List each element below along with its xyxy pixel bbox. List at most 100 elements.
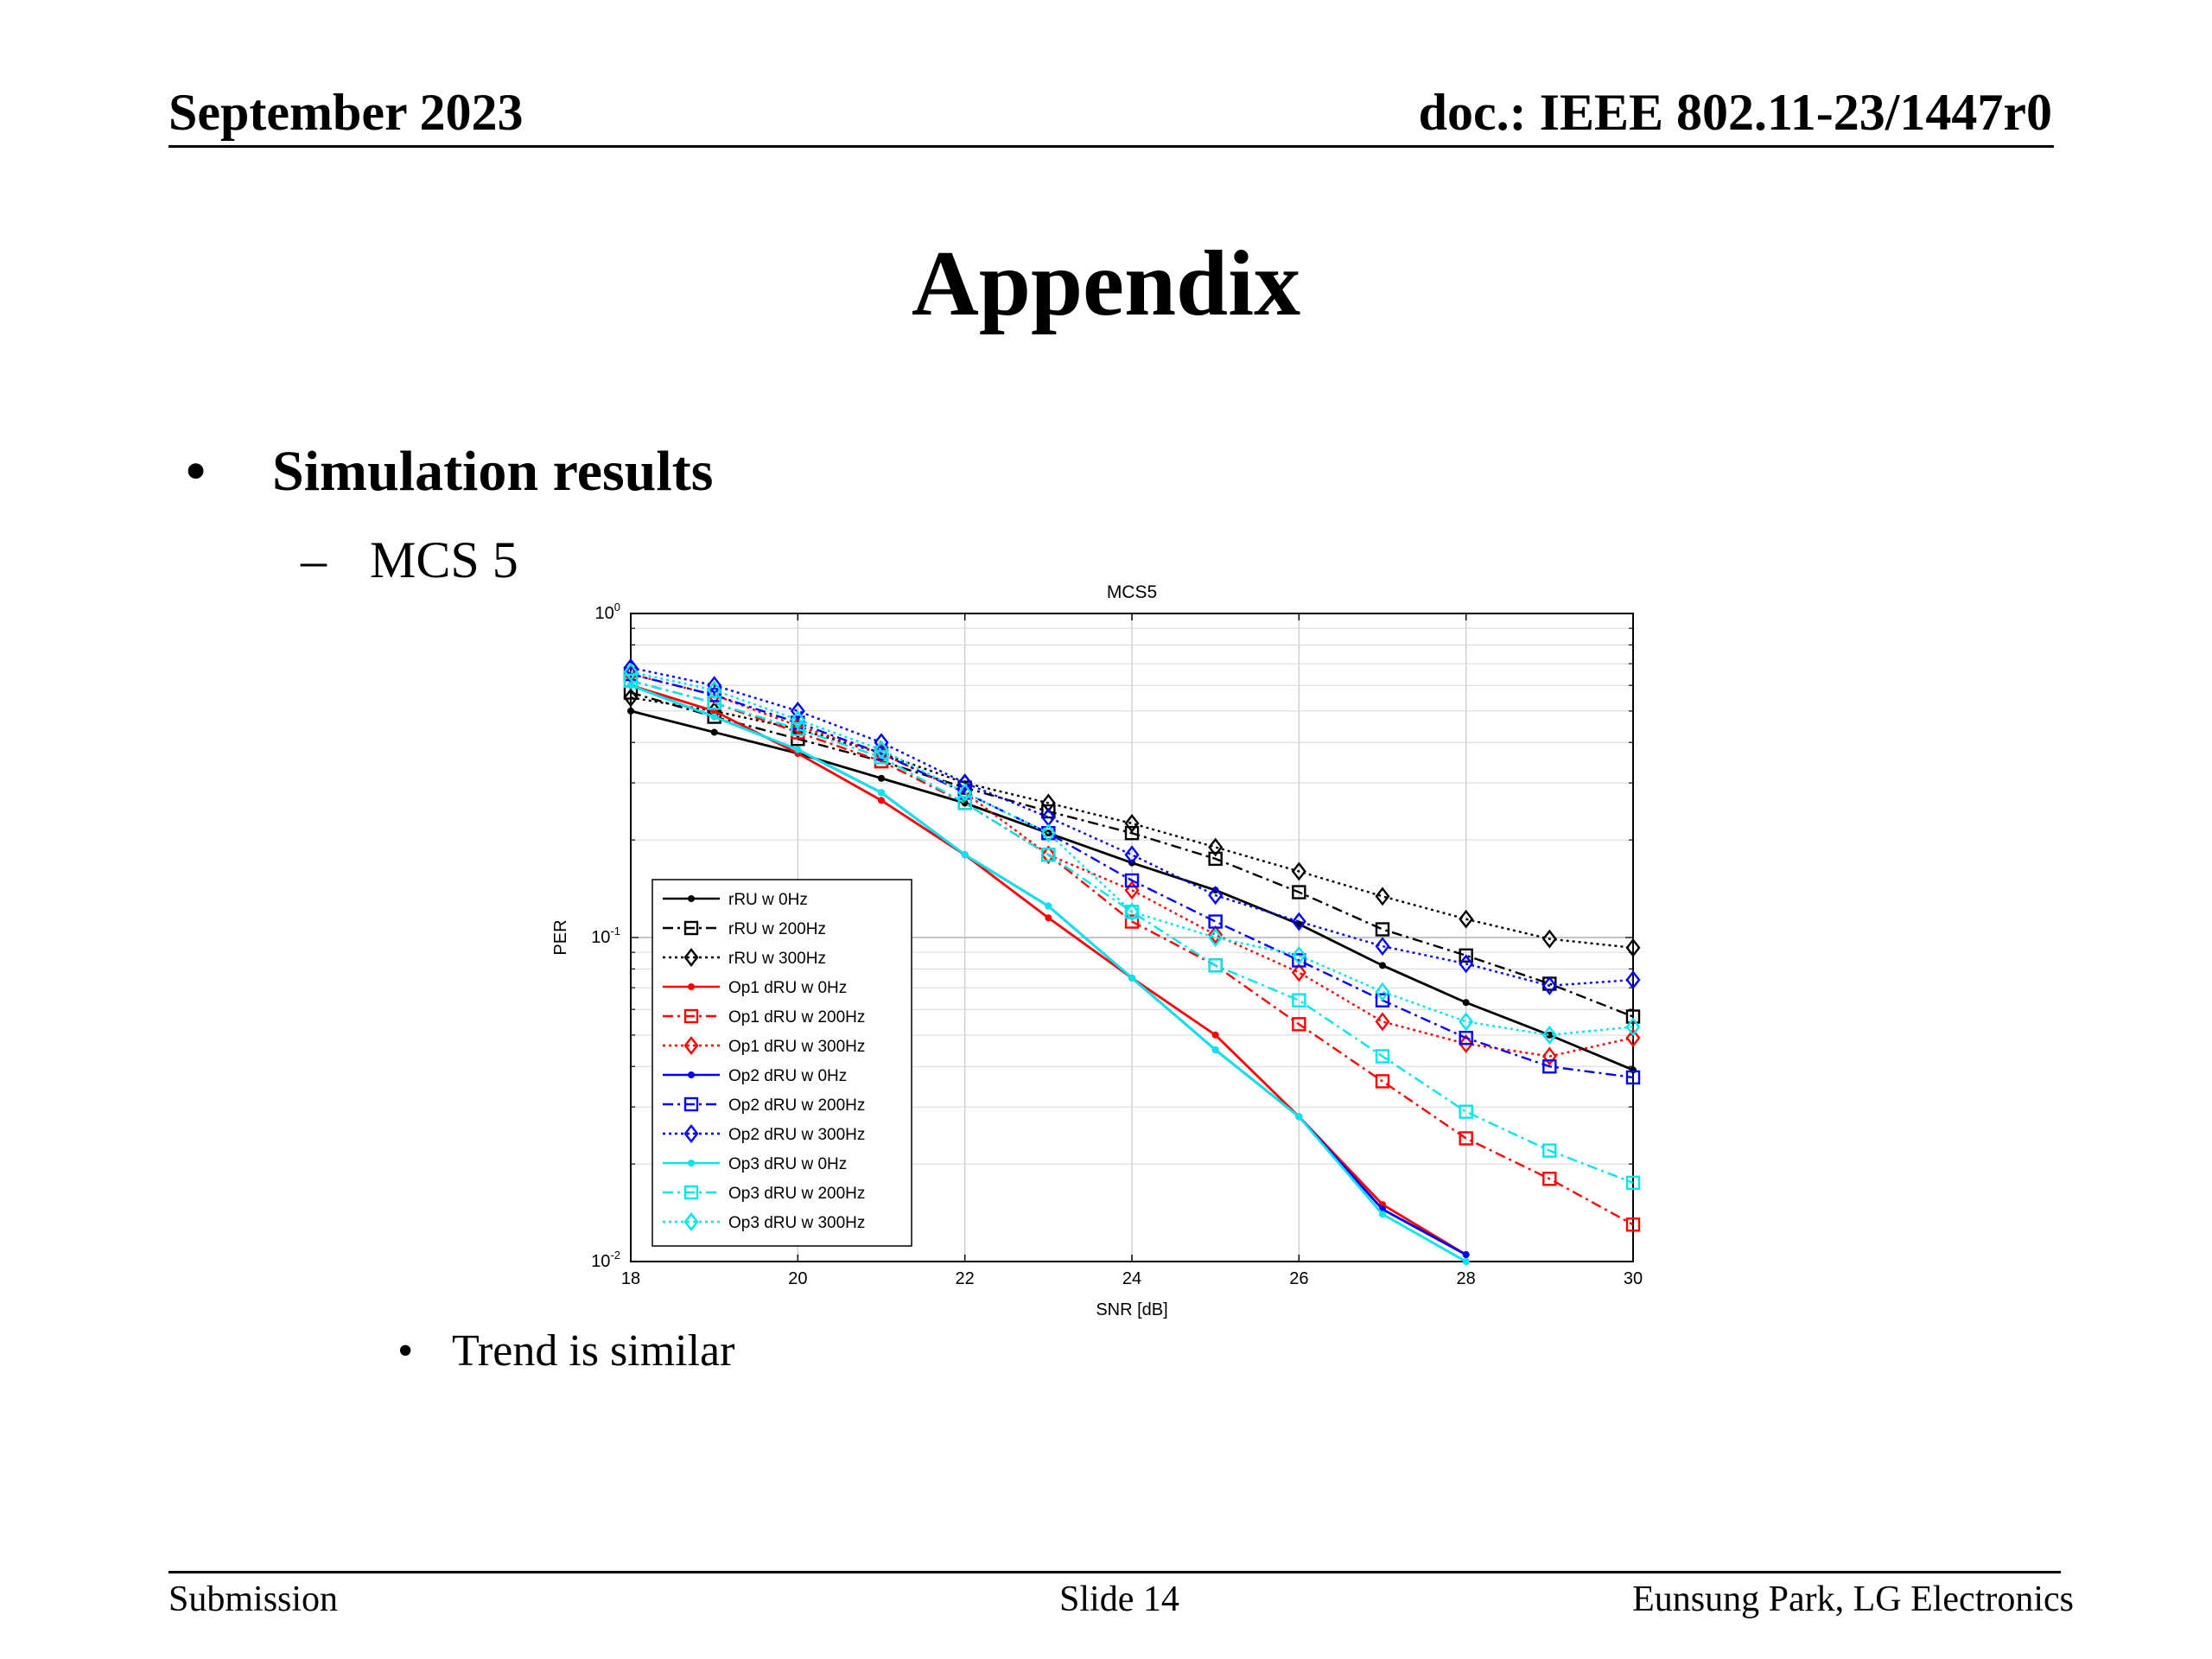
legend-label: rRU w 0Hz bbox=[728, 891, 808, 909]
data-point bbox=[1541, 929, 1557, 949]
data-point bbox=[1045, 914, 1052, 922]
data-point bbox=[878, 789, 885, 797]
data-point bbox=[1541, 1025, 1557, 1045]
data-point bbox=[1124, 825, 1140, 841]
data-point bbox=[1625, 1017, 1641, 1037]
data-point bbox=[1292, 1017, 1306, 1032]
x-tick-label: 26 bbox=[1289, 1269, 1308, 1288]
data-point bbox=[710, 713, 718, 721]
data-point bbox=[1459, 1034, 1474, 1053]
footer-author: Eunsung Park, LG Electronics bbox=[1632, 1580, 2074, 1619]
bullet-level1-text: Simulation results bbox=[272, 440, 714, 503]
data-point bbox=[1041, 804, 1056, 819]
data-point bbox=[1128, 974, 1135, 982]
y-tick-label: 100 bbox=[595, 601, 620, 623]
legend-marker bbox=[683, 1185, 699, 1200]
data-point bbox=[1459, 954, 1474, 974]
legend-marker bbox=[688, 983, 695, 990]
footer-rule bbox=[168, 1571, 2061, 1573]
data-point bbox=[1040, 823, 1056, 843]
x-tick-label: 24 bbox=[1122, 1269, 1141, 1288]
data-point bbox=[1208, 925, 1224, 944]
data-point bbox=[874, 740, 889, 760]
y-axis-label: PER bbox=[551, 919, 570, 955]
data-point bbox=[623, 673, 639, 689]
data-point bbox=[1208, 914, 1223, 929]
data-point bbox=[1208, 928, 1224, 947]
slide-title: Appendix bbox=[911, 232, 1301, 335]
footer-submission: Submission bbox=[168, 1580, 339, 1619]
data-point bbox=[957, 783, 973, 803]
y-tick-label: 10-1 bbox=[591, 925, 620, 947]
x-tick-label: 20 bbox=[788, 1269, 807, 1288]
data-point bbox=[791, 721, 805, 736]
data-point bbox=[1459, 1012, 1474, 1032]
legend-marker bbox=[688, 895, 695, 902]
data-point bbox=[1211, 1046, 1219, 1054]
data-point bbox=[1625, 1175, 1641, 1191]
x-axis-label: SNR [dB] bbox=[1096, 1300, 1167, 1319]
data-point bbox=[1459, 1131, 1473, 1146]
data-point bbox=[1124, 902, 1140, 922]
legend-label: Op1 dRU w 200Hz bbox=[728, 1008, 865, 1027]
data-point bbox=[1462, 1251, 1470, 1259]
data-point bbox=[1295, 1113, 1303, 1121]
legend-label: Op3 dRU w 300Hz bbox=[728, 1214, 865, 1232]
series-line bbox=[630, 671, 1634, 1037]
data-point bbox=[1625, 938, 1641, 957]
data-point bbox=[1625, 1217, 1641, 1232]
data-point bbox=[1462, 1258, 1470, 1265]
data-point bbox=[710, 728, 718, 736]
data-point bbox=[707, 688, 721, 702]
data-point bbox=[1459, 948, 1473, 963]
legend-label: rRU w 300Hz bbox=[728, 950, 826, 968]
data-point bbox=[1291, 963, 1306, 982]
per-vs-snr-chart: MCS5 18 20 22 24 26 28 30 100 10-1 10-2 rRU w 0Hz… bbox=[551, 582, 1643, 1319]
data-point bbox=[1208, 851, 1223, 867]
legend-marker bbox=[683, 1212, 699, 1231]
data-point bbox=[1375, 993, 1390, 1007]
legend-marker bbox=[683, 1096, 699, 1112]
legend-marker bbox=[683, 948, 699, 967]
data-point bbox=[790, 701, 805, 721]
legend-label: Op1 dRU w 300Hz bbox=[728, 1038, 865, 1056]
chart-series bbox=[623, 658, 1641, 1265]
data-point bbox=[1208, 958, 1223, 973]
data-point bbox=[1124, 845, 1140, 865]
legend-label: Op3 dRU w 200Hz bbox=[728, 1185, 865, 1203]
data-point bbox=[1375, 1074, 1390, 1089]
legend-label: Op2 dRU w 300Hz bbox=[728, 1126, 865, 1144]
header-doc-id: doc.: IEEE 802.11-23/1447r0 bbox=[1418, 84, 2052, 141]
data-point bbox=[1625, 1028, 1641, 1048]
axis-ticks: 18 20 22 24 26 28 30 100 10-1 10-2 bbox=[591, 601, 1643, 1288]
legend-label: Op1 dRU w 0Hz bbox=[728, 979, 847, 997]
data-point bbox=[790, 710, 805, 729]
x-tick-label: 22 bbox=[956, 1269, 975, 1288]
data-point bbox=[1462, 999, 1470, 1007]
footer-slide-number: Slide 14 bbox=[1059, 1580, 1179, 1619]
legend-marker bbox=[683, 1008, 699, 1024]
legend-label: rRU w 200Hz bbox=[728, 920, 826, 938]
data-point bbox=[707, 676, 722, 696]
data-point bbox=[1208, 886, 1224, 906]
data-point bbox=[957, 773, 973, 793]
data-point bbox=[1292, 993, 1306, 1007]
legend-marker bbox=[688, 1071, 695, 1078]
legend-label: Op2 dRU w 0Hz bbox=[728, 1067, 847, 1085]
data-point bbox=[1459, 909, 1474, 929]
data-point bbox=[878, 774, 885, 782]
data-point bbox=[1542, 1143, 1557, 1158]
legend-label: Op2 dRU w 200Hz bbox=[728, 1096, 865, 1115]
header-date: September 2023 bbox=[168, 84, 524, 141]
data-point bbox=[1375, 1049, 1390, 1064]
bullet-marker-level2: – bbox=[301, 531, 327, 588]
chart-legend: rRU w 0Hz rRU w 200Hz rRU w 300Hz Op1 dRU w… bbox=[652, 879, 912, 1247]
legend-marker bbox=[688, 1160, 695, 1166]
x-tick-label: 30 bbox=[1624, 1269, 1643, 1288]
data-point bbox=[1459, 1104, 1473, 1119]
data-point bbox=[1379, 1211, 1386, 1218]
data-point bbox=[1292, 953, 1306, 968]
data-point bbox=[1459, 1030, 1473, 1046]
data-point bbox=[794, 746, 802, 753]
data-point bbox=[1045, 902, 1052, 910]
